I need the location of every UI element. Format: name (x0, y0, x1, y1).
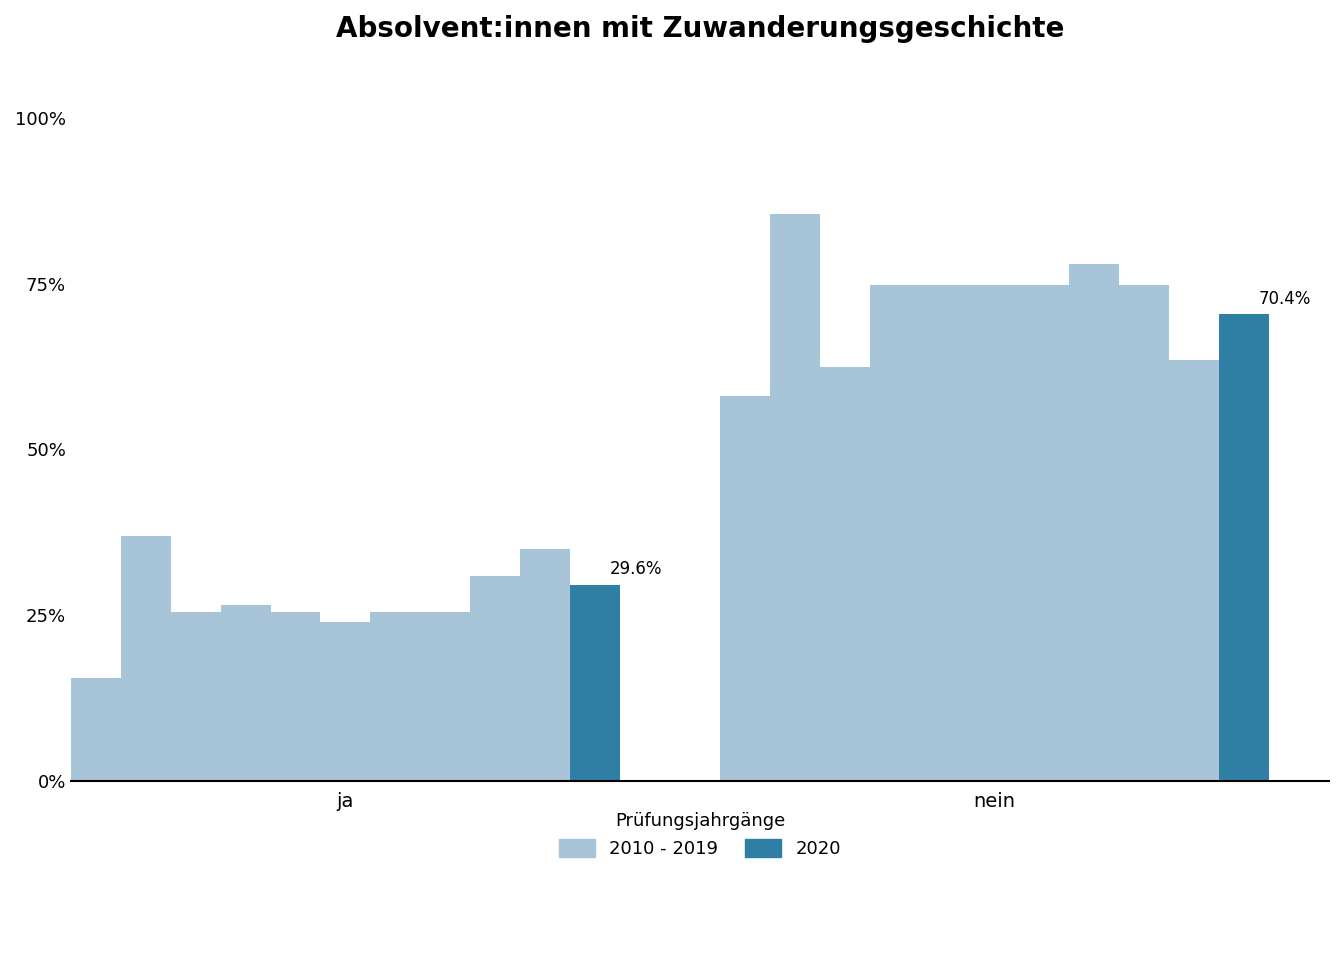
Bar (919, 285, 969, 781)
Bar (969, 285, 1020, 781)
Bar (1219, 314, 1269, 781)
Bar (770, 214, 820, 781)
Bar (71, 679, 121, 781)
Bar (270, 612, 320, 781)
Bar (520, 549, 570, 781)
Bar (320, 622, 371, 781)
Text: 70.4%: 70.4% (1259, 290, 1312, 307)
Bar (1070, 264, 1120, 781)
Title: Absolvent:innen mit Zuwanderungsgeschichte: Absolvent:innen mit Zuwanderungsgeschich… (336, 15, 1064, 43)
Bar (1120, 285, 1169, 781)
Bar (1169, 360, 1219, 781)
Bar (121, 536, 171, 781)
Bar (720, 396, 770, 781)
Bar (171, 612, 220, 781)
Bar (470, 575, 520, 781)
Bar (1020, 285, 1070, 781)
Bar (870, 285, 919, 781)
Text: 29.6%: 29.6% (610, 561, 663, 578)
Bar (421, 612, 470, 781)
Bar (570, 585, 620, 781)
Bar (371, 612, 421, 781)
Bar (220, 606, 270, 781)
Legend: 2010 - 2019, 2020: 2010 - 2019, 2020 (551, 804, 848, 865)
Bar (820, 367, 870, 781)
